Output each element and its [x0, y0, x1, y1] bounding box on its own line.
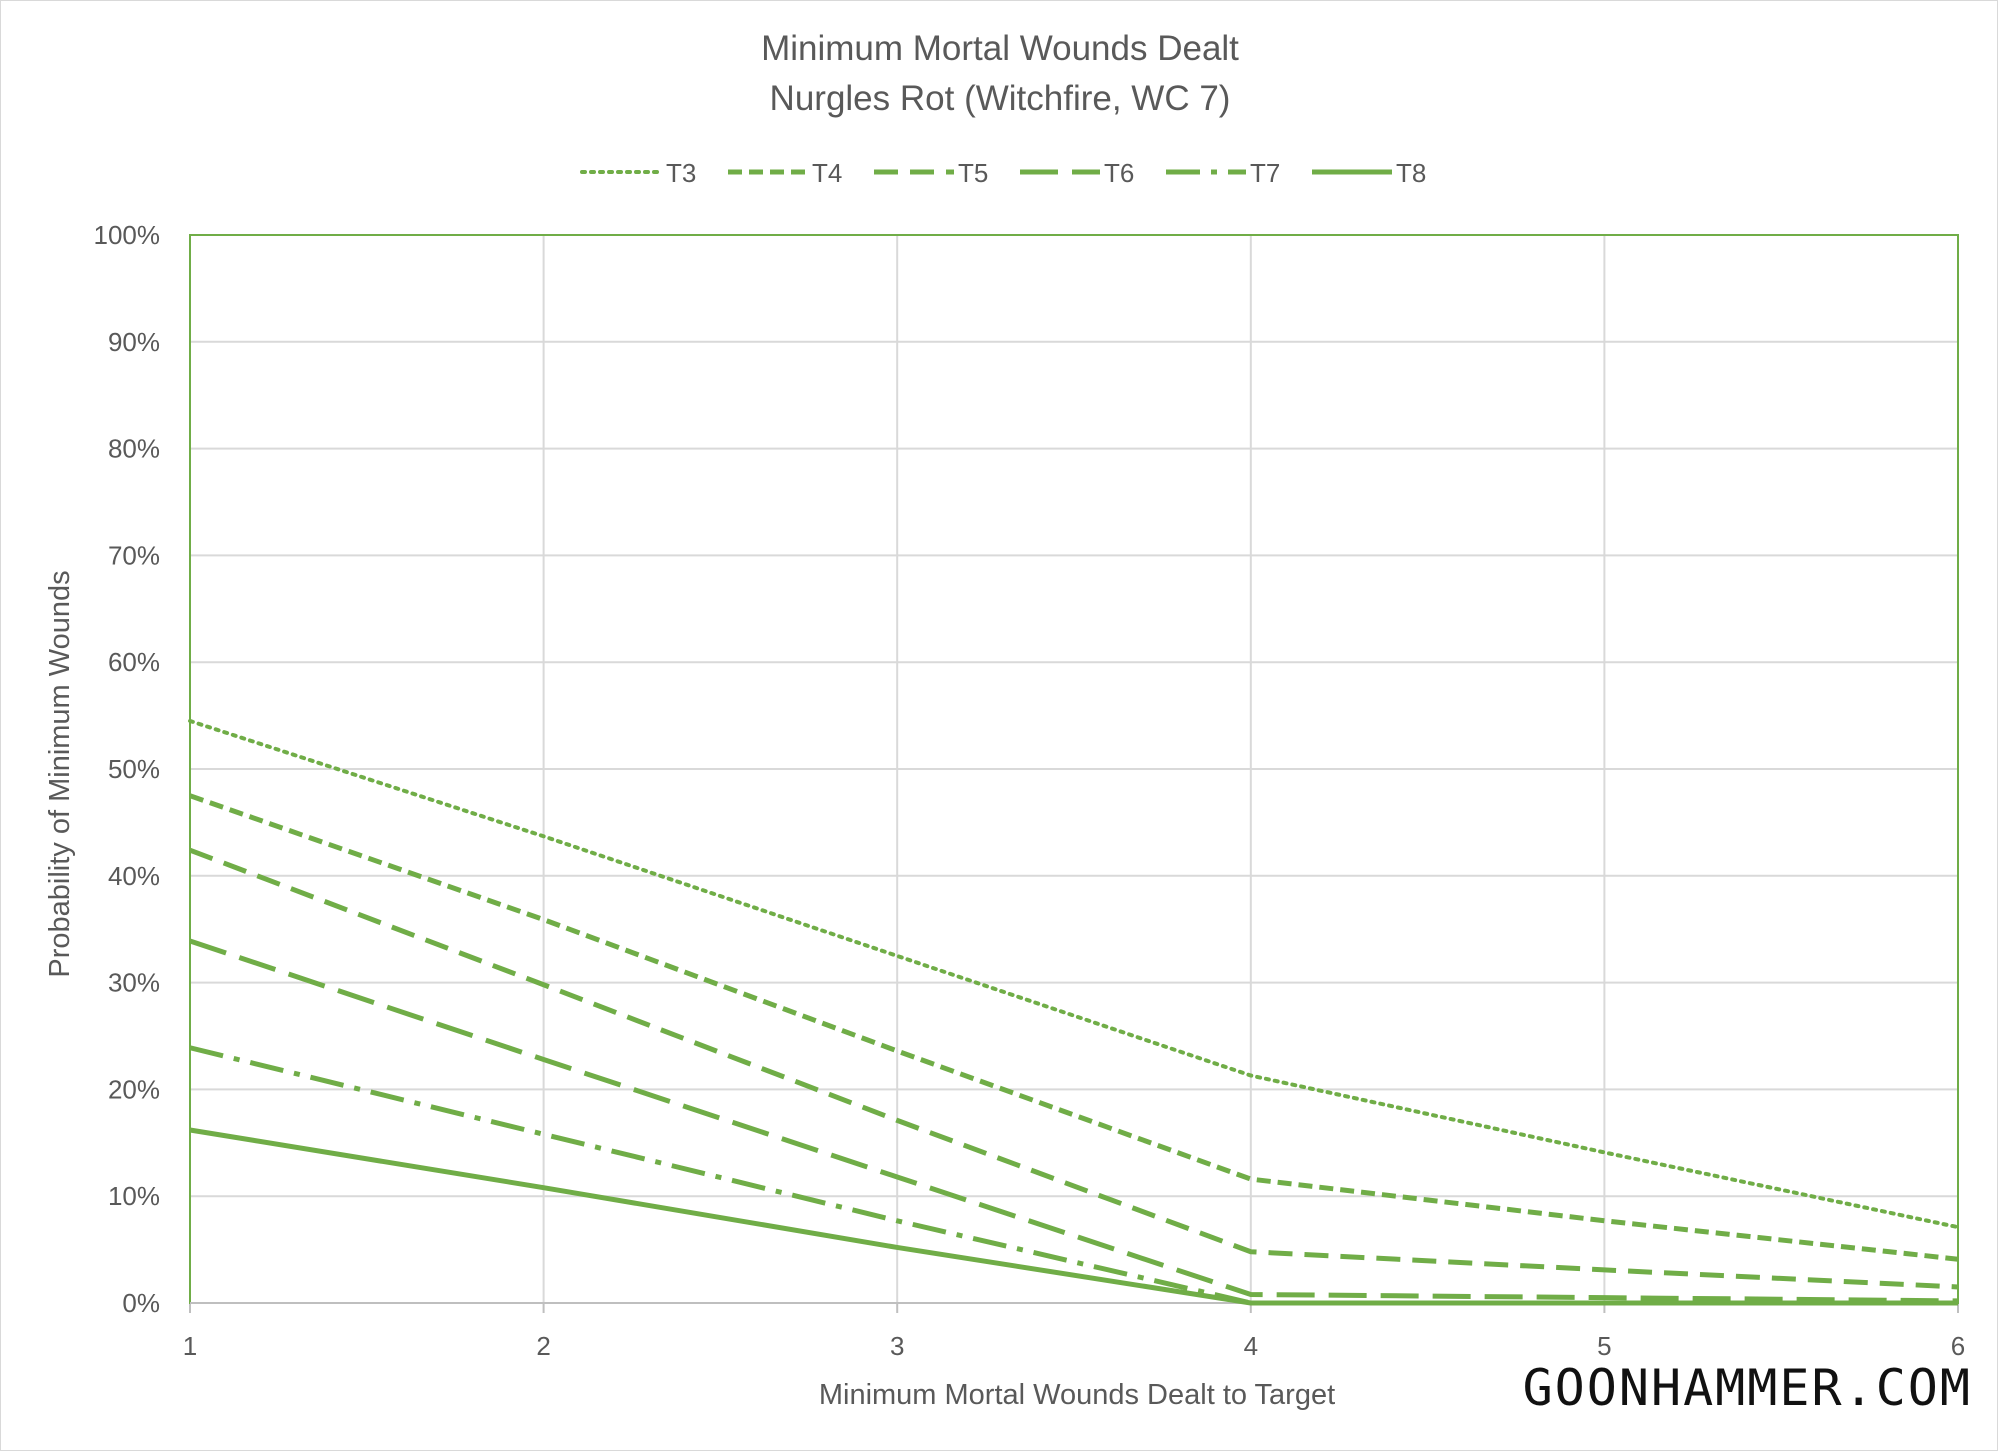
- y-tick-label: 30%: [108, 968, 160, 998]
- x-axis-title: Minimum Mortal Wounds Dealt to Target: [819, 1379, 1335, 1411]
- legend-label-t5: T5: [958, 158, 988, 188]
- x-tick-label: 1: [183, 1331, 197, 1361]
- y-axis-title: Probability of Minimum Wounds: [44, 570, 76, 977]
- y-tick-labels: 0% 10% 20% 30% 40% 50% 60% 70% 80% 90% 100%: [94, 220, 161, 1318]
- axes: [189, 234, 1959, 1313]
- x-tick-label: 3: [890, 1331, 904, 1361]
- chart-title: Minimum Mortal Wounds Dealt: [761, 29, 1239, 68]
- x-tick-label: 2: [536, 1331, 550, 1361]
- legend-label-t8: T8: [1396, 158, 1426, 188]
- legend-label-t7: T7: [1250, 158, 1280, 188]
- series-line-t6: [189, 938, 1959, 1304]
- y-tick-label: 50%: [108, 754, 160, 784]
- series-line-t4: [189, 793, 1959, 1262]
- y-tick-label: 40%: [108, 861, 160, 891]
- x-tick-label: 4: [1244, 1331, 1258, 1361]
- y-tick-label: 70%: [108, 540, 160, 570]
- y-tick-label: 10%: [108, 1181, 160, 1211]
- legend-label-t4: T4: [812, 158, 842, 188]
- y-tick-label: 0%: [122, 1288, 160, 1318]
- x-tick-label: 6: [1951, 1331, 1965, 1361]
- legend: T3 T4 T5 T6 T7 T8: [580, 158, 1426, 188]
- legend-label-t3: T3: [666, 158, 696, 188]
- y-tick-label: 20%: [108, 1074, 160, 1104]
- legend-label-t6: T6: [1104, 158, 1134, 188]
- y-tick-label: 100%: [94, 220, 161, 250]
- x-tick-labels: 1 2 3 4 5 6: [183, 1331, 1965, 1361]
- gridlines: [189, 234, 1959, 1304]
- series-line-t8: [189, 1127, 1958, 1306]
- y-tick-label: 80%: [108, 434, 160, 464]
- series-line-t3: [188, 718, 1960, 1230]
- chart-subtitle: Nurgles Rot (Witchfire, WC 7): [770, 79, 1231, 118]
- series-lines: [188, 718, 1960, 1306]
- series-line-t5: [189, 847, 1959, 1290]
- y-tick-label: 60%: [108, 647, 160, 677]
- x-tick-label: 5: [1597, 1331, 1611, 1361]
- y-tick-label: 90%: [108, 327, 160, 357]
- watermark-logo: GOONHAMMER.COM: [1522, 1359, 1972, 1417]
